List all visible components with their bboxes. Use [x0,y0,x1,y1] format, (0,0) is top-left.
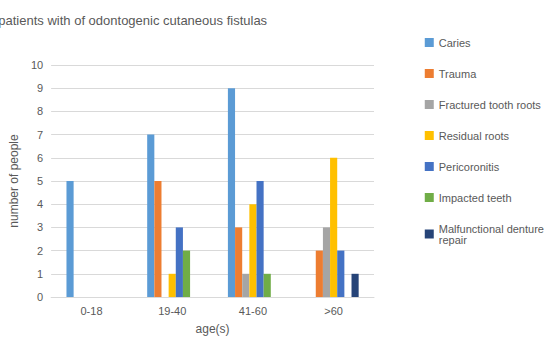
svg-text:age(s): age(s) [196,322,230,336]
svg-text:8: 8 [37,105,43,117]
svg-text:repair: repair [439,234,467,246]
svg-text:4: 4 [37,198,43,210]
svg-text:1: 1 [37,268,43,280]
svg-text:Caries: Caries [439,37,471,49]
svg-text:0-18: 0-18 [80,305,102,317]
svg-text:Pericoronitis: Pericoronitis [439,161,500,173]
svg-text:Trauma: Trauma [439,68,477,80]
svg-text:41-60: 41-60 [239,305,267,317]
svg-text:Etiology and age distribution: Etiology and age distribution of patient… [0,13,268,28]
svg-text:0: 0 [37,291,43,303]
svg-text:Malfunctional denture: Malfunctional denture [438,222,547,235]
svg-text:Residual roots: Residual roots [439,130,510,142]
svg-text:2: 2 [37,245,43,257]
svg-text:19-40: 19-40 [158,305,186,317]
svg-text:Fractured tooth roots: Fractured tooth roots [439,99,542,111]
svg-text:number of people: number of people [7,134,21,228]
svg-text:Impacted teeth: Impacted teeth [439,192,512,204]
svg-text:6: 6 [37,152,43,164]
svg-text:>60: >60 [324,305,343,317]
svg-text:7: 7 [37,129,43,141]
svg-text:5: 5 [37,175,43,187]
svg-text:9: 9 [37,82,43,94]
svg-text:10: 10 [31,59,43,71]
svg-text:3: 3 [37,221,43,233]
